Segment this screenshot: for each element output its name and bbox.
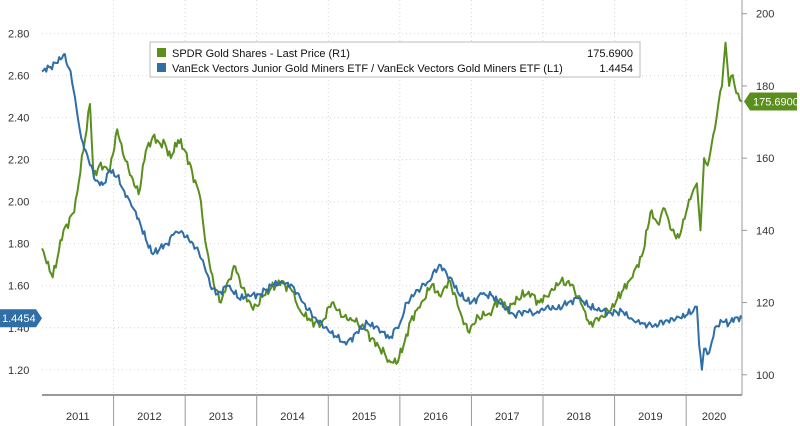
x-tick-label: 2011 bbox=[66, 411, 90, 423]
x-tick-label: 2018 bbox=[567, 411, 591, 423]
x-tick-label: 2013 bbox=[209, 411, 233, 423]
last-value-tag-gold-shape bbox=[744, 92, 797, 111]
legend-swatch-gold bbox=[157, 48, 166, 57]
last-value-tag-ratio-text: 1.4454 bbox=[2, 313, 36, 325]
last-value-tag-ratio: 1.4454 bbox=[0, 309, 42, 328]
series-line-ratio bbox=[41, 53, 743, 371]
x-tick-label: 2012 bbox=[137, 411, 161, 423]
left-tick-label: 1.80 bbox=[8, 239, 29, 251]
axes bbox=[42, 0, 743, 396]
right-tick-label: 160 bbox=[756, 153, 774, 165]
x-tick-label: 2020 bbox=[702, 411, 726, 423]
left-tick-label: 2.20 bbox=[8, 155, 29, 167]
last-value-tag-ratio-shape bbox=[0, 309, 42, 328]
left-tick-label: 1.60 bbox=[8, 281, 29, 293]
left-tick-label: 1.20 bbox=[8, 365, 29, 377]
left-tick-label: 2.80 bbox=[8, 29, 29, 41]
x-tick-label: 2019 bbox=[638, 411, 662, 423]
right-tick-label: 100 bbox=[756, 370, 774, 382]
series-line-gold bbox=[41, 41, 743, 365]
legend-value-ratio: 1.4454 bbox=[599, 63, 633, 75]
left-tick-label: 2.60 bbox=[8, 71, 29, 83]
right-tick-label: 180 bbox=[756, 81, 774, 93]
last-value-tag-gold: 175.6900 bbox=[744, 92, 799, 111]
right-tick-label: 200 bbox=[756, 9, 774, 21]
legend-swatch-ratio bbox=[157, 63, 166, 72]
legend-value-gold: 175.6900 bbox=[587, 48, 633, 60]
x-tick-label: 2014 bbox=[280, 411, 304, 423]
legend-label-gold: SPDR Gold Shares - Last Price (R1) bbox=[172, 48, 350, 60]
series-layer bbox=[41, 41, 743, 371]
right-tick-label: 120 bbox=[756, 298, 774, 310]
x-tick-label: 2016 bbox=[423, 411, 447, 423]
last-value-tag-gold-text: 175.6900 bbox=[753, 96, 799, 108]
left-tick-label: 2.40 bbox=[8, 113, 29, 125]
right-tick-label: 140 bbox=[756, 225, 774, 237]
legend-label-ratio: VanEck Vectors Junior Gold Miners ETF / … bbox=[172, 63, 563, 75]
legend: SPDR Gold Shares - Last Price (R1) 175.6… bbox=[149, 41, 641, 78]
x-tick-label: 2015 bbox=[352, 411, 376, 423]
x-tick-label: 2017 bbox=[495, 411, 519, 423]
left-tick-label: 2.00 bbox=[8, 197, 29, 209]
legend-box bbox=[149, 41, 641, 78]
